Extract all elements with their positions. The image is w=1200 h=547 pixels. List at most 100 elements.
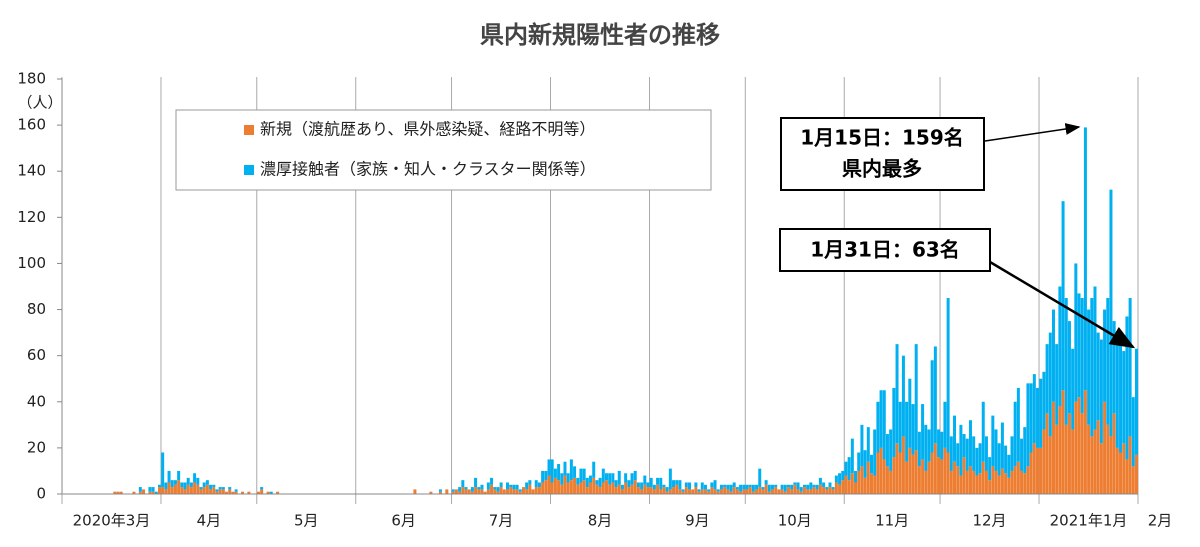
bar	[525, 489, 529, 494]
bar	[1128, 436, 1132, 494]
bar	[196, 484, 200, 494]
bar	[991, 415, 995, 467]
bar	[1036, 387, 1040, 448]
bar	[1122, 443, 1126, 494]
bar	[256, 491, 260, 494]
bar	[822, 482, 826, 488]
bar	[477, 489, 481, 494]
bar	[225, 491, 229, 494]
bar	[585, 487, 589, 494]
bar	[474, 477, 478, 488]
bar	[202, 482, 206, 488]
bar	[665, 487, 669, 492]
bar	[975, 447, 979, 476]
bar	[1093, 429, 1097, 494]
bar	[1039, 447, 1043, 494]
bar	[751, 484, 755, 492]
bar	[595, 484, 599, 494]
bar	[1032, 374, 1036, 444]
bar	[937, 429, 941, 458]
bar	[675, 484, 679, 494]
bar	[917, 466, 921, 494]
bar	[518, 491, 522, 494]
bar	[672, 487, 676, 494]
bar	[512, 484, 516, 490]
bar	[582, 468, 586, 481]
bar	[617, 470, 621, 485]
bar	[579, 468, 583, 483]
bar	[774, 484, 778, 488]
legend	[175, 109, 712, 191]
bar	[732, 482, 736, 488]
bar	[857, 470, 861, 494]
bar	[812, 487, 816, 494]
bar	[1080, 298, 1084, 414]
bar	[850, 438, 854, 474]
bar	[828, 487, 832, 494]
bar	[972, 470, 976, 494]
x-tick-label: 9月	[685, 512, 710, 530]
bar	[518, 489, 522, 492]
bar	[617, 484, 621, 494]
bar	[1099, 443, 1103, 494]
bar	[438, 491, 442, 494]
bar	[889, 429, 893, 471]
bar	[822, 487, 826, 494]
bar	[879, 447, 883, 494]
bar	[844, 475, 848, 494]
bar	[1125, 316, 1129, 460]
bar	[209, 484, 213, 490]
bar	[668, 489, 672, 494]
annotation: 1月15日：159名	[800, 126, 964, 150]
bar	[771, 484, 775, 490]
bar	[949, 470, 953, 494]
y-tick-label: 160	[17, 116, 46, 134]
bar	[113, 491, 117, 494]
bar	[713, 489, 717, 494]
bar	[173, 484, 177, 494]
bar	[553, 477, 557, 494]
bar	[640, 489, 644, 494]
bar	[786, 484, 790, 488]
bar	[164, 489, 168, 494]
bar	[569, 459, 573, 481]
bar	[1029, 383, 1033, 453]
bar	[167, 482, 171, 494]
bar	[739, 491, 743, 494]
bar	[1029, 452, 1033, 494]
bar	[780, 489, 784, 494]
bar	[1077, 293, 1081, 398]
bar	[1007, 477, 1011, 494]
bar	[566, 473, 570, 483]
bar	[834, 475, 838, 483]
bar	[777, 489, 781, 494]
bar	[1087, 309, 1091, 425]
bar	[892, 387, 896, 458]
bar	[924, 470, 928, 494]
bar	[1058, 406, 1062, 494]
bar	[729, 484, 733, 492]
bar	[601, 468, 605, 483]
bar	[161, 452, 165, 488]
bar	[815, 489, 819, 494]
chart-title: 県内新規陽性者の推移	[480, 21, 720, 49]
bar	[799, 487, 803, 492]
bar	[1125, 459, 1129, 494]
bar	[659, 489, 663, 494]
bar	[624, 473, 628, 483]
bar	[132, 491, 136, 494]
bar	[170, 480, 174, 488]
bar	[234, 489, 238, 492]
bar	[627, 487, 631, 494]
bar	[496, 491, 500, 494]
bar	[576, 477, 580, 485]
bar	[1000, 468, 1004, 494]
bar	[975, 475, 979, 494]
bar	[1004, 445, 1008, 474]
bar	[838, 484, 842, 494]
bar	[1036, 447, 1040, 494]
bar	[636, 482, 640, 488]
bar	[189, 487, 193, 494]
bar	[761, 489, 765, 494]
bar	[582, 480, 586, 494]
